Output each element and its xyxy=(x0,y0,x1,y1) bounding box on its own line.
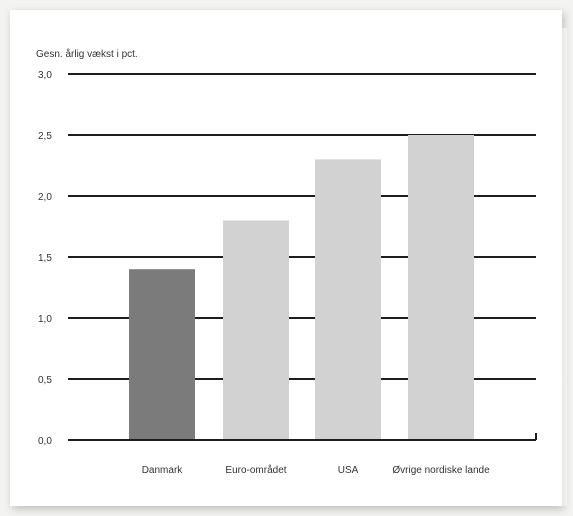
x-tick-label: USA xyxy=(338,465,359,476)
bar xyxy=(223,220,289,439)
y-tick-label: 0,0 xyxy=(38,436,52,447)
x-tick-label: Danmark xyxy=(142,465,184,476)
x-tick-labels: Danmark Euro-området USA Øvrige nordiske la… xyxy=(142,464,490,476)
bar xyxy=(408,135,474,439)
y-tick-labels: 0,0 0,5 1,0 1,5 2,0 2,5 3,0 xyxy=(38,70,52,447)
y-tick-label: 2,0 xyxy=(38,192,52,203)
x-tick-label: Euro-området xyxy=(225,464,286,476)
y-axis-label: Gesn. årlig vækst i pct. xyxy=(36,48,138,60)
y-tick-label: 1,0 xyxy=(38,314,52,325)
y-tick-label: 2,5 xyxy=(38,131,52,142)
y-tick-label: 3,0 xyxy=(38,70,52,81)
y-tick-label: 1,5 xyxy=(38,253,52,264)
bars xyxy=(129,135,474,439)
x-tick-label: Øvrige nordiske lande xyxy=(392,465,490,476)
card-shadow-edge xyxy=(562,28,567,506)
bar xyxy=(129,269,195,439)
bar xyxy=(315,159,381,439)
y-tick-label: 0,5 xyxy=(38,375,52,386)
